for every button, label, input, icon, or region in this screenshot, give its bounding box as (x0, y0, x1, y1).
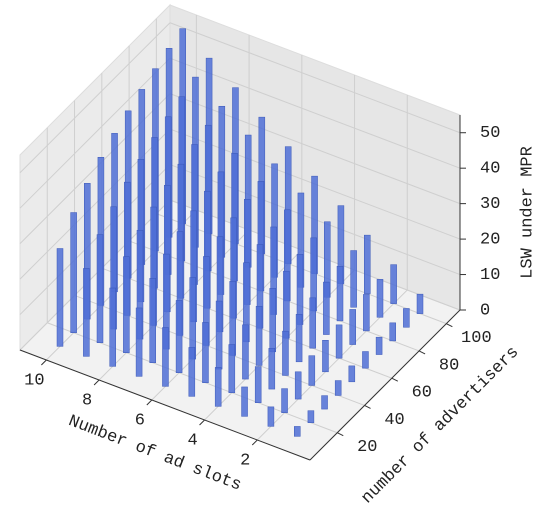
bar (70, 212, 77, 333)
bar (322, 340, 329, 373)
bar (321, 395, 328, 410)
x-tick (251, 439, 258, 446)
y-tick-label: 40 (384, 411, 404, 430)
z-grid-left (19, 57, 171, 209)
bar (403, 308, 410, 328)
x-tick (93, 379, 100, 386)
bar (96, 234, 104, 343)
bar (268, 348, 276, 390)
bar (389, 322, 396, 342)
bar (175, 300, 183, 373)
bar (323, 281, 330, 335)
bar (109, 287, 116, 367)
y-tick (337, 432, 344, 437)
bar (242, 324, 249, 380)
bar (135, 307, 143, 377)
bar (390, 264, 397, 304)
y-tick-label: 80 (439, 356, 459, 375)
bar (215, 300, 223, 370)
bar (376, 279, 384, 318)
y-tick-label: 60 (412, 384, 432, 403)
z-tick-label: 0 (480, 301, 490, 320)
bar (56, 248, 64, 347)
x-tick-label: 2 (240, 451, 250, 470)
bar (228, 344, 236, 393)
x-tick-label: 10 (24, 371, 44, 390)
y-tick (446, 323, 453, 328)
bar (307, 410, 315, 423)
bar (283, 270, 290, 339)
z-grid-left (19, 22, 171, 174)
bar (335, 324, 343, 359)
bar (254, 366, 262, 403)
z-tick-label: 40 (480, 160, 500, 179)
bars (56, 28, 424, 437)
y-tick (418, 350, 426, 355)
bar (349, 309, 356, 345)
bar (123, 256, 130, 353)
bar (149, 278, 156, 363)
bar (296, 254, 304, 325)
x-axis-line (19, 349, 311, 461)
y-tick (364, 405, 371, 409)
x-tick-label: 6 (135, 411, 145, 430)
bar (202, 322, 209, 383)
bar (348, 365, 356, 383)
x-tick (41, 359, 47, 366)
bar (282, 330, 289, 376)
x-tick (146, 399, 153, 406)
bar (214, 367, 222, 407)
bar (162, 327, 169, 387)
bar (364, 234, 371, 294)
bar (269, 288, 276, 353)
z-tick-label: 50 (480, 124, 500, 143)
bar (295, 314, 303, 363)
x-tick-label: 4 (187, 431, 197, 450)
bar (336, 266, 344, 322)
bar (362, 351, 369, 369)
z-tick-label: 30 (480, 195, 500, 214)
bar (83, 268, 90, 357)
bar (309, 297, 316, 349)
bar (281, 388, 288, 413)
bar (363, 294, 370, 332)
bar (308, 355, 316, 386)
bar (255, 305, 263, 366)
bar (375, 336, 383, 355)
y-tick-label: 20 (357, 438, 377, 457)
bar (294, 426, 301, 437)
z-grid-back (169, 57, 461, 169)
y-tick (391, 377, 399, 382)
bar (188, 347, 196, 397)
z-axis-label: LSW under MPR (518, 146, 537, 279)
bar (416, 293, 424, 314)
y-axis-line (309, 309, 461, 461)
z-tick-label: 10 (480, 266, 500, 285)
x-tick-label: 8 (82, 391, 92, 410)
bar (267, 406, 275, 427)
bar (350, 250, 357, 308)
x-tick (199, 419, 205, 426)
z-tick-label: 20 (480, 231, 500, 250)
bar (334, 380, 342, 396)
z-grid-back (169, 93, 461, 205)
bar (189, 277, 196, 360)
y-tick-label: 100 (461, 329, 492, 348)
bar (294, 371, 302, 400)
bar (241, 386, 248, 417)
z-grid-back (169, 22, 461, 134)
